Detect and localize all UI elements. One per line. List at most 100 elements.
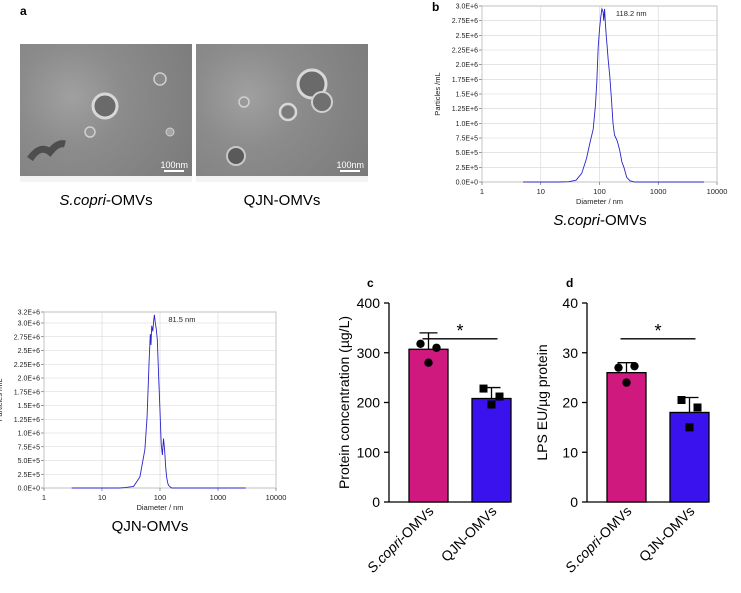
y-tick-label: 2.5E+6	[456, 33, 478, 40]
y-tick-label: 1.25E+6	[14, 417, 40, 424]
y-tick-label: 2.25E+6	[14, 362, 40, 369]
y-tick-label: 1.75E+6	[452, 77, 478, 84]
x-axis-label: Diameter / nm	[576, 197, 623, 206]
nta-chart-qjn: 0.0E+0 2.5E+5 5.0E+5 7.5E+5 1.0E+6 1.25E+6 1.5…	[0, 310, 286, 513]
peak-annotation: 81.5 nm	[168, 315, 195, 324]
y-tick-label: 200	[357, 395, 381, 411]
x-tick-label: 10000	[707, 187, 728, 196]
x-tick-label: 100	[154, 493, 167, 502]
y-tick-label: 2.5E+5	[18, 472, 40, 479]
tem-image-qjn: 100nm	[196, 44, 368, 182]
data-point	[495, 392, 504, 401]
peak-annotation: 118.2 nm	[616, 9, 647, 18]
tem-image-scopri: 100nm	[20, 44, 192, 182]
x-tick-label: 100	[593, 187, 606, 196]
data-series-line	[523, 7, 704, 183]
y-tick-label: 40	[562, 295, 578, 311]
lps-chart: 0 10 20 30 40 LPS EU/µg protein S.copri-OMVs QJ…	[534, 295, 710, 576]
data-point	[432, 343, 441, 352]
y-tick-label: 2.0E+6	[456, 62, 478, 69]
x-tick-label: S.copri-OMVs	[364, 503, 437, 576]
data-point	[693, 403, 702, 412]
nta-caption-scopri: S.copri-OMVs	[553, 212, 647, 229]
x-tick-label: QJN-OMVs	[438, 503, 500, 565]
y-tick-label: 1.5E+6	[18, 403, 40, 410]
y-tick-label: 3.0E+6	[18, 321, 40, 328]
y-tick-label: 1.25E+6	[452, 106, 478, 113]
panel-letter-d: d	[566, 276, 574, 290]
y-tick-label: 1.5E+6	[456, 92, 478, 99]
bar	[606, 371, 647, 503]
tem-caption-qjn: QJN-OMVs	[243, 192, 321, 209]
y-tick-label: 2.75E+6	[452, 18, 478, 25]
scale-label: 100nm	[160, 160, 188, 170]
y-tick-label: 0	[372, 494, 380, 510]
y-axis-label: LPS EU/µg protein	[534, 344, 550, 460]
x-tick-label: 10000	[266, 493, 287, 502]
tem-footer	[20, 176, 192, 182]
x-tick-label: S.copri-OMVs	[562, 503, 635, 576]
y-axis-label: Particles /mL	[0, 378, 4, 421]
scale-bar	[164, 170, 184, 172]
y-tick-label: 5.0E+5	[18, 458, 40, 465]
y-tick-label: 2.0E+6	[18, 376, 40, 383]
y-tick-label: 1.75E+6	[14, 389, 40, 396]
x-tick-label: 1000	[210, 493, 227, 502]
x-tick-label: 10	[537, 187, 545, 196]
nta-chart-scopri: 0.0E+0 2.5E+5 5.0E+5 7.5E+5 1.0E+6 1.25E+6 1.5…	[433, 4, 727, 207]
y-tick-label: 10	[562, 444, 578, 460]
y-tick-label: 3.0E+6	[456, 4, 478, 11]
y-tick-label: 0	[570, 494, 578, 510]
tem-vesicles-qjn	[226, 68, 333, 166]
y-tick-label: 100	[357, 444, 381, 460]
y-tick-label: 0.0E+0	[18, 486, 40, 493]
y-tick-label: 2.5E+5	[456, 165, 478, 172]
y-tick-label: 7.5E+5	[456, 136, 478, 143]
x-tick-label: 10	[98, 493, 106, 502]
bar	[408, 348, 449, 503]
y-tick-label: 30	[562, 345, 578, 361]
y-axis-label: Protein concentration (µg/L)	[336, 316, 352, 489]
tem-vesicles-scopri	[27, 72, 175, 162]
y-tick-label: 2.25E+6	[452, 48, 478, 55]
scale-label: 100nm	[336, 160, 364, 170]
data-point	[614, 363, 623, 372]
data-series-line	[71, 314, 246, 489]
y-tick-label: 1.0E+6	[18, 431, 40, 438]
significance-label: *	[654, 321, 661, 341]
x-tick-label: QJN-OMVs	[636, 503, 698, 565]
y-tick-label: 2.5E+6	[18, 348, 40, 355]
y-tick-label: 400	[357, 295, 381, 311]
y-tick-label: 1.0E+6	[456, 121, 478, 128]
panel-letter-c: c	[367, 276, 374, 290]
data-point	[424, 358, 433, 367]
y-axis-label: Particles /mL	[433, 72, 442, 115]
significance-label: *	[456, 321, 463, 341]
tem-footer	[196, 176, 368, 182]
data-point	[685, 423, 694, 432]
panel-letter-b: b	[432, 0, 440, 14]
data-point	[630, 361, 639, 371]
x-axis-label: Diameter / nm	[136, 503, 183, 512]
y-tick-label: 0.0E+0	[456, 180, 478, 187]
y-tick-label: 300	[357, 345, 381, 361]
data-point	[416, 339, 425, 348]
y-tick-label: 3.2E+6	[18, 310, 40, 317]
data-point	[479, 384, 488, 393]
data-point	[622, 378, 631, 387]
x-tick-label: 1000	[650, 187, 667, 196]
protein-concentration-chart: 0 100 200 300 400 Protein concentration (µg/L…	[336, 295, 512, 576]
data-point	[677, 396, 686, 405]
data-point	[487, 400, 496, 409]
y-tick-label: 7.5E+5	[18, 444, 40, 451]
y-tick-label: 5.0E+5	[456, 150, 478, 157]
tem-caption-scopri: S.copri-OMVs	[59, 192, 153, 209]
y-tick-label: 2.75E+6	[14, 334, 40, 341]
y-tick-label: 20	[562, 395, 578, 411]
panel-letter-a: a	[20, 4, 27, 18]
bar	[471, 397, 512, 503]
x-tick-label: 1	[42, 493, 46, 502]
nta-caption-qjn: QJN-OMVs	[111, 518, 189, 535]
scale-bar	[340, 170, 360, 172]
